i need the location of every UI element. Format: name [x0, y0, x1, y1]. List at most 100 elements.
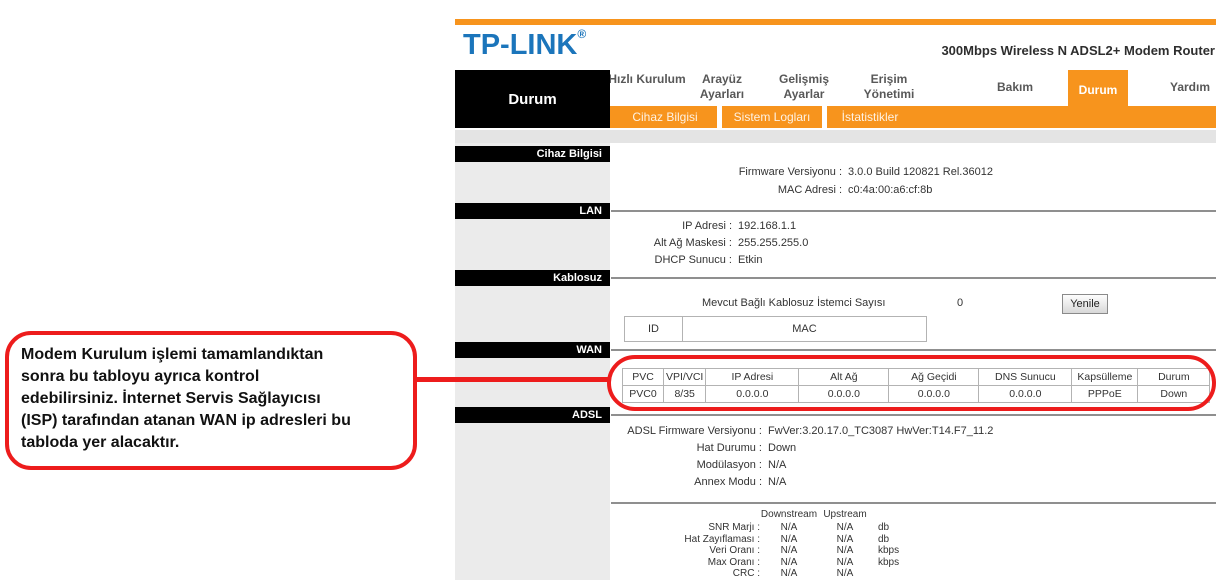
- adsl-stats-table: Downstream Upstream SNR Marjı : N/A N/A …: [610, 508, 899, 580]
- lan-mask-label: Alt Ağ Maskesi :: [653, 237, 732, 249]
- wan-vpivci-value: 8/35: [662, 385, 707, 403]
- lan-dhcp-row: DHCP Sunucu : Etkin: [610, 252, 808, 269]
- adsl-firmware-value: FwVer:3.20.17.0_TC3087 HwVer:T14.F7_11.2: [768, 425, 994, 437]
- stats-attenuation-down: N/A: [780, 533, 798, 545]
- wan-status-value: Down: [1137, 385, 1211, 403]
- wan-header-dns: DNS Sunucu: [978, 368, 1073, 386]
- stats-attenuation-unit: db: [878, 533, 890, 545]
- tab-hizli-kurulum[interactable]: Hızlı Kurulum: [608, 72, 686, 86]
- wireless-id-header: ID: [624, 316, 683, 342]
- callout-line: sonra bu tabloyu ayrıca kontrol: [21, 368, 260, 385]
- adsl-annex-label: Annex Modu :: [694, 476, 762, 488]
- brand-top-strip: [455, 19, 1216, 25]
- section-divider: [611, 349, 1216, 351]
- stats-datarate-label: Veri Oranı :: [709, 545, 760, 556]
- stats-snr-row: SNR Marjı : N/A N/A db: [610, 522, 899, 534]
- wan-gateway-value: 0.0.0.0: [888, 385, 980, 403]
- stats-maxrate-unit: kbps: [878, 556, 900, 568]
- refresh-button[interactable]: Yenile: [1062, 294, 1108, 314]
- stats-attenuation-row: Hat Zayıflaması : N/A N/A db: [610, 534, 899, 546]
- stats-crc-row: CRC : N/A N/A: [610, 568, 899, 580]
- subtab-sistem-loglari[interactable]: Sistem Logları: [733, 110, 811, 124]
- adsl-line-state-row: Hat Durumu : Down: [610, 440, 993, 457]
- stats-attenuation-up: N/A: [836, 533, 854, 545]
- stats-upstream-header: Upstream: [823, 509, 867, 520]
- subtab-cihaz-bilgisi[interactable]: Cihaz Bilgisi: [632, 110, 698, 124]
- tab-durum-active[interactable]: Durum: [1068, 70, 1128, 128]
- tp-link-logo: TP-LINK®: [463, 27, 587, 62]
- wan-status-table: PVC VPI/VCI IP Adresi Alt Ağ Ağ Geçidi D…: [622, 368, 1211, 403]
- sidebar-section-wan: WAN: [455, 342, 610, 358]
- wan-header-status: Durum: [1137, 368, 1211, 386]
- stats-snr-down: N/A: [780, 522, 798, 533]
- subtab-separator: [822, 106, 827, 128]
- subtab-istatistikler[interactable]: İstatistikler: [841, 110, 899, 124]
- tab-bakim[interactable]: Bakım: [996, 80, 1034, 94]
- adsl-annex-row: Annex Modu : N/A: [610, 474, 993, 491]
- firmware-version-row: Firmware Versiyonu : 3.0.0 Build 120821 R…: [610, 163, 993, 181]
- tab-erisim-yonetimi[interactable]: Erişim Yönetimi: [863, 72, 915, 101]
- adsl-firmware-row: ADSL Firmware Versiyonu : FwVer:3.20.17.0…: [610, 423, 993, 440]
- stats-datarate-row: Veri Oranı : N/A N/A kbps: [610, 545, 899, 557]
- lan-ip-row: IP Adresi : 192.168.1.1: [610, 218, 808, 235]
- tab-arayuz-ayarlari[interactable]: Arayüz Ayarları: [699, 72, 745, 101]
- tab-yardim[interactable]: Yardım: [1169, 80, 1211, 94]
- callout-connector-line: [415, 377, 611, 382]
- section-divider: [611, 277, 1216, 279]
- lan-mask-value: 255.255.255.0: [738, 237, 809, 249]
- sidebar-section-cihaz-bilgisi: Cihaz Bilgisi: [455, 146, 610, 162]
- adsl-section: ADSL Firmware Versiyonu : FwVer:3.20.17.0…: [610, 423, 993, 491]
- sidebar-section-lan: LAN: [455, 203, 610, 219]
- mac-address-label: MAC Adresi :: [777, 184, 842, 196]
- wan-data-row: PVC0 8/35 0.0.0.0 0.0.0.0 0.0.0.0 0.0.0.…: [622, 385, 1211, 403]
- wan-header-pvc: PVC: [622, 368, 664, 386]
- callout-line: (ISP) tarafından atanan WAN ip adresleri…: [21, 412, 351, 429]
- adsl-modulation-row: Modülasyon : N/A: [610, 457, 993, 474]
- wan-pvc-value: PVC0: [622, 385, 664, 403]
- wan-header-subnet: Alt Ağ: [798, 368, 890, 386]
- device-info-section: Firmware Versiyonu : 3.0.0 Build 120821 R…: [610, 163, 993, 199]
- mac-address-value: c0:4a:00:a6:cf:8b: [848, 184, 933, 196]
- firmware-version-value: 3.0.0 Build 120821 Rel.36012: [848, 166, 993, 178]
- stats-crc-up: N/A: [836, 568, 854, 579]
- wan-subnet-value: 0.0.0.0: [798, 385, 890, 403]
- stats-header-row: Downstream Upstream: [610, 508, 899, 521]
- adsl-modulation-value: N/A: [768, 459, 787, 471]
- wireless-client-count-label: Mevcut Bağlı Kablosuz İstemci Sayısı: [702, 297, 886, 309]
- stats-datarate-down: N/A: [780, 545, 798, 556]
- section-divider: [611, 502, 1216, 504]
- product-title: 300Mbps Wireless N ADSL2+ Modem Router: [941, 43, 1215, 58]
- stats-datarate-unit: kbps: [878, 545, 900, 556]
- section-divider: [611, 414, 1216, 416]
- wan-header-ip: IP Adresi: [705, 368, 800, 386]
- wireless-client-count-value: 0: [957, 297, 964, 309]
- stats-crc-down: N/A: [780, 568, 798, 579]
- stats-datarate-up: N/A: [836, 545, 854, 556]
- firmware-version-label: Firmware Versiyonu :: [738, 166, 842, 178]
- sidebar-section-adsl: ADSL: [455, 407, 610, 423]
- lan-mask-row: Alt Ağ Maskesi : 255.255.255.0: [610, 235, 809, 252]
- subtab-separator: [717, 106, 722, 128]
- adsl-modulation-label: Modülasyon :: [696, 459, 762, 471]
- lan-dhcp-value: Etkin: [738, 254, 763, 266]
- lan-ip-value: 192.168.1.1: [738, 220, 797, 232]
- stats-snr-label: SNR Marjı :: [708, 522, 760, 533]
- table-row: ID MAC: [624, 316, 927, 342]
- logo-registered-mark: ®: [577, 27, 587, 41]
- mac-address-row: MAC Adresi : c0:4a:00:a6:cf:8b: [610, 181, 993, 199]
- stats-snr-up: N/A: [836, 522, 854, 533]
- lan-ip-label: IP Adresi :: [682, 220, 732, 232]
- wireless-mac-header: MAC: [682, 316, 927, 342]
- stats-downstream-header: Downstream: [760, 509, 818, 520]
- wan-header-row: PVC VPI/VCI IP Adresi Alt Ağ Ağ Geçidi D…: [622, 368, 1211, 386]
- wan-header-encapsulation: Kapsülleme: [1071, 368, 1139, 386]
- adsl-firmware-label: ADSL Firmware Versiyonu :: [627, 425, 762, 437]
- stats-crc-label: CRC :: [732, 568, 760, 579]
- lan-section: IP Adresi : 192.168.1.1 Alt Ağ Maskesi : 2…: [610, 218, 809, 269]
- adsl-line-state-value: Down: [768, 442, 797, 454]
- wan-encapsulation-value: PPPoE: [1071, 385, 1139, 403]
- tab-gelismis-ayarlar[interactable]: Gelişmiş Ayarlar: [778, 72, 830, 101]
- logo-text: TP-LINK: [463, 29, 578, 61]
- stats-header-spacer: [610, 508, 760, 521]
